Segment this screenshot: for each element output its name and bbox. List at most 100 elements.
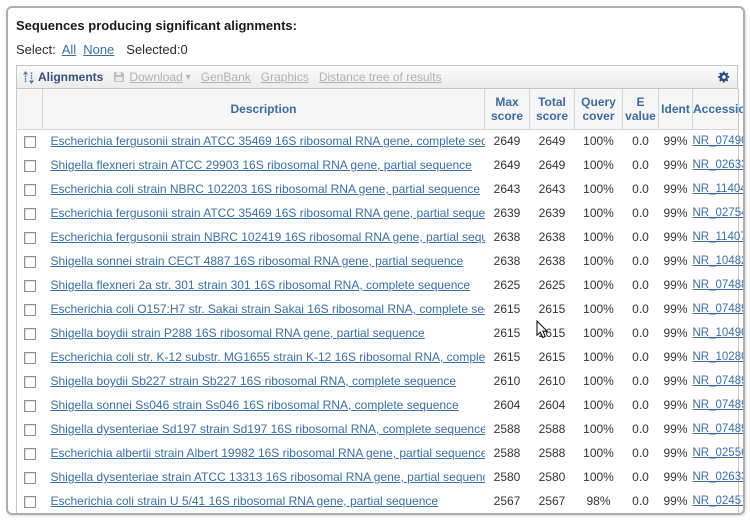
description-link[interactable]: Shigella boydii strain P288 16S ribosoma… [50,326,425,340]
select-none-link[interactable]: None [83,42,115,57]
column-header-description[interactable]: Description [42,89,485,130]
e-value-cell: 0.0 [632,398,649,412]
description-link[interactable]: Shigella boydii Sb227 strain Sb227 16S r… [50,374,457,388]
query-cover-cell: 100% [583,278,614,292]
accession-link[interactable]: NR_114079.1 [692,231,745,243]
row-checkbox[interactable] [23,279,36,292]
accession-cell: NR_027549.1 [693,201,744,225]
max-score-cell: 2615 [493,326,521,340]
row-checkbox[interactable] [23,207,36,220]
column-header-query-cover[interactable]: Query cover [574,89,623,130]
accession-link[interactable]: NR_104901.1 [692,327,744,339]
column-header-total-score[interactable]: Total score [529,89,575,130]
row-checkbox[interactable] [23,136,36,149]
accession-link[interactable]: NR_074902.1 [692,135,744,148]
max-score-cell: 2615 [493,302,521,316]
row-checkbox[interactable] [23,399,36,412]
chevron-down-icon: ▾ [185,71,191,83]
accession-link[interactable]: NR_074893.1 [692,375,744,387]
results-toolbar: Alignments Download ▾ GenBank Graphics [16,65,738,89]
max-score-cell: 2615 [493,350,521,364]
description-link[interactable]: Escherichia albertii strain Albert 19982… [50,446,485,460]
accession-link[interactable]: NR_025569.1 [692,447,744,459]
description-link[interactable]: Escherichia coli str. K-12 substr. MG165… [50,350,485,364]
column-header-max-score[interactable]: Max score [484,89,530,130]
total-score-cell: 2604 [538,398,566,412]
download-disk-icon [113,71,125,83]
row-checkbox[interactable] [23,303,36,316]
ident-cell: 99% [663,182,688,196]
description-link[interactable]: Escherichia coli strain U 5/41 16S ribos… [50,493,439,508]
row-description-cell: Shigella sonnei Ss046 strain Ss046 16S r… [43,393,485,417]
row-checkbox[interactable] [23,471,36,484]
accession-link[interactable]: NR_104826.1 [692,255,744,267]
total-score-cell: 2615 [538,326,566,340]
table-row: Shigella dysenteriae Sd197 strain Sd197 … [17,417,743,441]
row-checkbox[interactable] [23,327,36,340]
query-cover-cell: 100% [583,134,614,149]
description-link[interactable]: Shigella sonnei Ss046 strain Ss046 16S r… [50,398,459,412]
row-checkbox-cell [17,417,43,441]
description-link[interactable]: Escherichia coli O157:H7 str. Sakai stra… [50,302,485,316]
accession-link[interactable]: NR_024570.1 [692,494,744,507]
select-bar: Select: All None Selected:0 [16,42,738,57]
accession-link[interactable]: NR_114042.1 [692,183,745,195]
description-link[interactable]: Shigella flexneri 2a str. 301 strain 301… [50,278,471,292]
description-link[interactable]: Shigella sonnei strain CECT 4887 16S rib… [50,254,464,268]
e-value-cell: 0.0 [632,134,649,149]
row-checkbox[interactable] [23,423,36,436]
ident-cell: 99% [663,326,688,340]
table-row: Shigella flexneri 2a str. 301 strain 301… [17,273,743,297]
e-value-cell: 0.0 [632,446,649,460]
column-header-e-value[interactable]: E value [622,89,659,130]
column-header-ident[interactable]: Ident [658,89,693,130]
accession-link[interactable]: NR_027549.1 [692,207,744,219]
row-description-cell: Escherichia coli O157:H7 str. Sakai stra… [43,297,485,321]
description-link[interactable]: Escherichia coli strain NBRC 102203 16S … [50,182,481,196]
max-score-cell: 2638 [493,254,521,268]
accession-cell: NR_074893.1 [693,369,744,393]
gear-icon[interactable] [717,70,731,84]
ident-cell: 99% [663,470,688,484]
e-value-cell: 0.0 [632,182,649,196]
accession-link[interactable]: NR_074894.1 [692,399,744,411]
distance-tree-button[interactable]: Distance tree of results [318,70,442,84]
description-link[interactable]: Shigella dysenteriae Sd197 strain Sd197 … [50,422,485,436]
description-link[interactable]: Shigella dysenteriae strain ATCC 13313 1… [50,470,485,484]
genbank-button[interactable]: GenBank [200,70,251,84]
row-checkbox[interactable] [23,159,36,172]
e-value-cell: 0.0 [632,206,649,220]
download-button[interactable]: Download ▾ [113,70,191,84]
table-row: Shigella sonnei strain CECT 4887 16S rib… [17,249,743,273]
row-checkbox[interactable] [23,231,36,244]
row-description-cell: Escherichia fergusonii strain NBRC 10241… [43,225,485,249]
accession-link[interactable]: NR_102804.1 [692,351,744,363]
total-score-cell: 2615 [538,350,566,364]
ident-cell: 99% [663,374,688,388]
accession-link[interactable]: NR_074882.1 [692,279,744,291]
description-link[interactable]: Shigella flexneri strain ATCC 29903 16S … [50,158,472,172]
accession-link[interactable]: NR_026331.1 [692,159,744,171]
row-checkbox[interactable] [23,375,36,388]
description-link[interactable]: Escherichia fergusonii strain ATCC 35469… [50,206,485,220]
description-link[interactable]: Escherichia fergusonii strain NBRC 10241… [50,230,485,244]
column-header-accession[interactable]: Accession [692,89,743,130]
accession-link[interactable]: NR_026332.1 [692,471,744,483]
e-value-cell: 0.0 [632,374,649,388]
accession-cell: NR_104901.1 [693,321,744,345]
alignments-button[interactable]: Alignments [23,70,103,84]
accession-link[interactable]: NR_074891.1 [692,303,744,315]
row-checkbox[interactable] [23,351,36,364]
row-checkbox[interactable] [23,183,36,196]
graphics-button[interactable]: Graphics [260,70,309,84]
row-checkbox[interactable] [23,495,36,508]
row-description-cell: Escherichia fergusonii strain ATCC 35469… [43,201,485,225]
description-link[interactable]: Escherichia fergusonii strain ATCC 35469… [50,134,485,149]
select-all-link[interactable]: All [61,42,77,57]
row-checkbox[interactable] [23,447,36,460]
row-checkbox-cell [17,225,43,249]
accession-link[interactable]: NR_074892.1 [692,423,744,435]
ident-cell: 99% [663,302,688,316]
table-row: Escherichia coli O157:H7 str. Sakai stra… [17,297,743,321]
row-checkbox[interactable] [23,255,36,268]
